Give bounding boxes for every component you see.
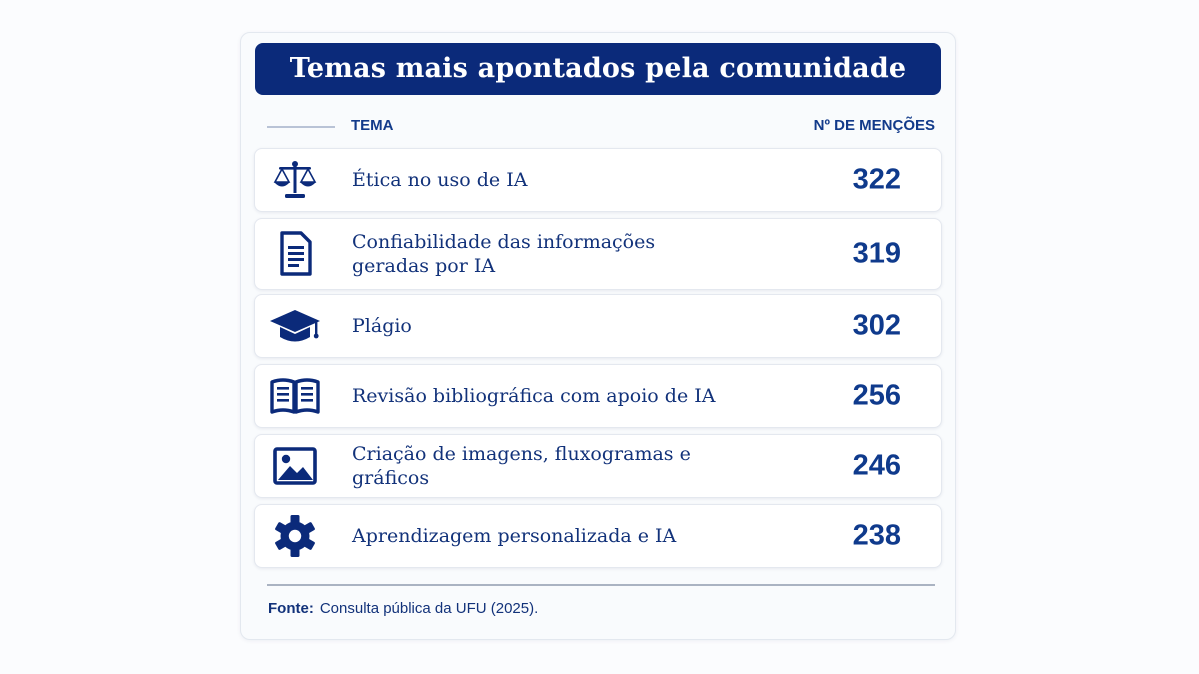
table-row: Aprendizagem personalizada e IA 238 (254, 504, 942, 568)
row-value: 319 (852, 237, 901, 270)
table-row: Ética no uso de IA 322 (254, 148, 942, 212)
source-label: Fonte: (268, 600, 314, 617)
chart-title: Temas mais apontados pela comunidade (255, 43, 941, 95)
table-row: Plágio 302 (254, 294, 942, 358)
row-value: 256 (852, 379, 901, 412)
source-text: Consulta pública da UFU (2025). (319, 600, 539, 617)
gear-icon (267, 515, 323, 557)
row-value: 302 (852, 309, 901, 342)
table-row: Revisão bibliográfica com apoio de IA 256 (254, 364, 942, 428)
table-row: Criação de imagens, fluxogramas e gráfic… (254, 434, 942, 498)
row-value: 238 (852, 519, 901, 552)
image-icon (267, 446, 323, 486)
graduation-cap-icon (267, 306, 323, 346)
open-book-icon (267, 376, 323, 416)
row-label: Ética no uso de IA (352, 169, 528, 191)
chart-card: Temas mais apontados pela comunidade TEM… (240, 32, 956, 640)
column-header-tema: TEMA (351, 117, 394, 134)
header-divider (267, 126, 335, 128)
row-label: Aprendizagem personalizada e IA (352, 525, 677, 547)
document-icon (267, 231, 323, 276)
table-row: Confiabilidade das informações geradas p… (254, 218, 942, 290)
row-value: 322 (852, 163, 901, 196)
column-header-mencoes: Nº DE MENÇÕES (813, 117, 935, 134)
row-value: 246 (852, 449, 901, 482)
row-label: Criação de imagens, fluxogramas e gráfic… (352, 443, 691, 489)
scales-icon (267, 160, 323, 200)
row-label: Confiabilidade das informações geradas p… (352, 231, 656, 277)
row-label: Revisão bibliográfica com apoio de IA (352, 385, 716, 407)
row-label: Plágio (352, 315, 412, 337)
source-note: Fonte: Consulta pública da UFU (2025). (268, 600, 538, 617)
footer-divider (267, 584, 935, 586)
